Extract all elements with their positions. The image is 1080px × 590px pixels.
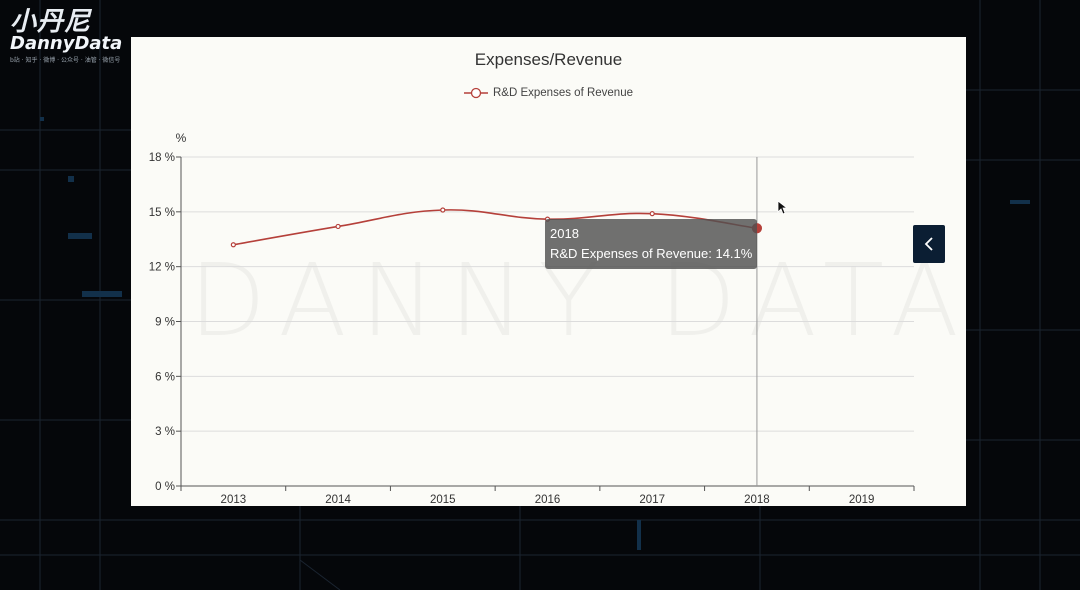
collapse-panel-button[interactable] [913, 225, 945, 263]
y-tick-label: 18 % [149, 152, 175, 164]
logo-social-text: b站 · 知乎 · 微博 · 公众号 · 油管 · 微信号 [10, 57, 121, 64]
chart-panel: DANNY DATA Expenses/Revenue R&D Expenses… [131, 37, 966, 506]
line-chart[interactable]: 0 % 3 % 6 % 9 % 12 % 15 % 18 %% 2013 2014 2015 201… [131, 37, 966, 506]
tooltip-title: 2018 [550, 226, 579, 241]
data-point [440, 207, 446, 213]
legend-item[interactable]: R&D Expenses of Revenue [463, 85, 633, 101]
y-tick-label: 6 % [155, 371, 175, 383]
y-tick-label: 12 % [149, 262, 175, 274]
data-point [230, 242, 236, 248]
mouse-cursor-icon [777, 200, 789, 215]
x-tick-label: 2018 [744, 494, 770, 506]
chart-title: Expenses/Revenue [474, 50, 623, 69]
brand-logo: 小丹尼 DannyData b站 · 知乎 · 微博 · 公众号 · 油管 · … [10, 8, 122, 66]
x-tick-label: 2014 [325, 494, 351, 506]
y-tick-label: 0 % [155, 481, 175, 493]
legend-label: R&D Expenses of Revenue [493, 87, 633, 99]
y-tick-label: 15 % [149, 207, 175, 219]
y-axis-label: % [176, 131, 187, 145]
x-tick-label: 2015 [430, 494, 456, 506]
x-tick-label: 2016 [535, 494, 561, 506]
series-line [233, 209, 758, 246]
chart-tooltip: 2018 R&D Expenses of Revenue: 14.1% [545, 219, 758, 269]
y-tick-label: 9 % [155, 317, 175, 329]
chevron-left-icon [924, 237, 933, 251]
y-tick-label: 3 % [155, 426, 175, 438]
data-point [649, 211, 655, 217]
x-tick-label: 2013 [221, 494, 247, 506]
data-point [335, 223, 341, 230]
x-tick-label: 2019 [849, 494, 875, 506]
logo-cn-text: 小丹尼 [10, 7, 92, 37]
logo-en-text: DannyData [10, 33, 123, 54]
tooltip-text: R&D Expenses of Revenue: 14.1% [550, 246, 753, 261]
x-tick-label: 2017 [639, 494, 665, 506]
legend-line-marker-icon [464, 87, 488, 99]
